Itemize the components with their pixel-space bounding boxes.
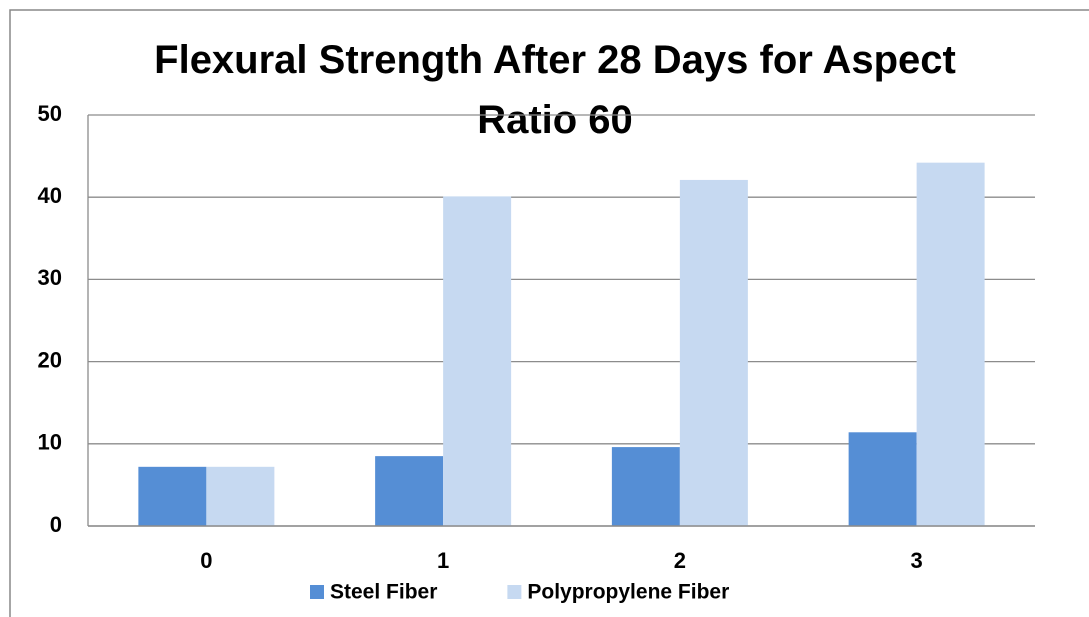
bar [916, 162, 985, 526]
bar [848, 432, 917, 526]
y-tick-label: 0 [50, 512, 62, 537]
bar [679, 179, 748, 527]
y-tick-label: 10 [38, 430, 62, 455]
bar [138, 466, 207, 526]
bar [443, 196, 512, 527]
bar [611, 447, 680, 526]
x-tick-label: 0 [200, 548, 212, 573]
bar [206, 466, 275, 526]
x-tick-label: 3 [911, 548, 923, 573]
chart-title: Flexural Strength After 28 Days for Aspe… [154, 38, 956, 142]
y-tick-label: 20 [38, 347, 62, 372]
y-tick-label: 40 [38, 183, 62, 208]
chart-frame [9, 9, 1089, 617]
legend-swatch [310, 585, 324, 599]
legend-swatch [507, 585, 522, 599]
legend-label: Steel Fiber [330, 581, 437, 604]
x-tick-label: 2 [674, 548, 686, 573]
x-tick-label: 1 [437, 548, 449, 573]
y-tick-label: 30 [38, 265, 62, 290]
y-tick-label: 50 [38, 101, 62, 126]
bar [375, 456, 444, 526]
legend-label: Polypropylene Fiber [527, 581, 729, 604]
